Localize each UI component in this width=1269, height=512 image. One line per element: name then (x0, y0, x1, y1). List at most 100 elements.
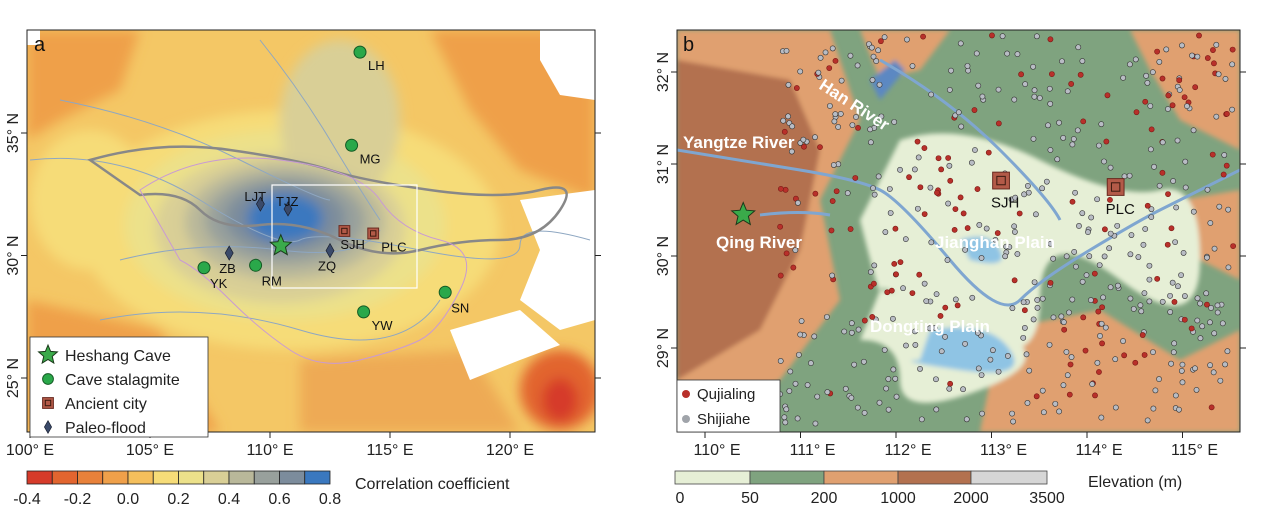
shijiahe-site-dot (1192, 365, 1198, 372)
shijiahe-site-dot (855, 326, 862, 333)
shijiahe-site-dot (1225, 264, 1232, 271)
colorbar-tick-label: 1000 (880, 490, 916, 507)
shijiahe-site-dot (1047, 147, 1054, 153)
shijiahe-site-dot (1175, 283, 1181, 290)
shijiahe-site-dot (1009, 410, 1015, 417)
qujialing-site-dot (1141, 352, 1148, 358)
shijiahe-site-dot (1031, 93, 1038, 100)
shijiahe-site-dot (1127, 61, 1133, 68)
lat-tick-label: 29° N (655, 328, 672, 368)
qujialing-site-dot (828, 227, 835, 234)
qujialing-site-dot (1016, 210, 1023, 217)
shijiahe-site-dot (822, 49, 829, 56)
shijiahe-site-dot (979, 93, 986, 100)
ancient-city-marker-inner (1110, 182, 1121, 192)
shijiahe-site-dot (1197, 335, 1204, 342)
paleo-flood-marker (255, 196, 265, 212)
shijiahe-site-dot (974, 329, 981, 336)
qujialing-site-dot (832, 57, 839, 64)
qujialing-site-dot (937, 313, 944, 319)
qujialing-site-dot (777, 272, 784, 279)
lon-tick-label: 115° E (1171, 442, 1218, 459)
shijiahe-site-dot (1184, 103, 1190, 110)
stalagmite-marker (357, 305, 371, 319)
shijiahe-site-dot (1046, 85, 1053, 92)
shijiahe-site-dot (1031, 279, 1038, 286)
colorbar-tick-label: 50 (741, 490, 759, 507)
qujialing-site-dot (1176, 77, 1183, 84)
shijiahe-site-dot (1101, 253, 1108, 260)
shijiahe-site-dot (881, 34, 888, 41)
shijiahe-site-dot (1127, 295, 1134, 302)
shijiahe-site-dot (946, 86, 953, 93)
shijiahe-site-dot (1167, 309, 1174, 315)
qujialing-site-dot (1066, 391, 1073, 398)
legend-label: Cave stalagmite (65, 372, 180, 389)
shijiahe-site-dot (897, 166, 903, 173)
shijiahe-site-dot (1193, 387, 1200, 393)
qujialing-site-dot (783, 250, 790, 257)
colorbar-swatch (127, 470, 154, 485)
shijiahe-site-dot (1034, 297, 1041, 303)
heshang-cave-star-icon (269, 233, 293, 256)
site-label-sjh: SJH (991, 195, 1019, 212)
study-area-box (271, 184, 418, 289)
shijiahe-site-dot (1030, 63, 1036, 70)
panel-b-letter: b (683, 34, 694, 56)
shijiahe-site-dot (1170, 349, 1177, 356)
shijiahe-site-dot (838, 77, 845, 84)
shijiahe-site-dot (1079, 58, 1086, 64)
qujialing-site-dot (1080, 314, 1087, 321)
shijiahe-site-dot (933, 376, 939, 383)
shijiahe-site-dot (1106, 245, 1113, 252)
qujialing-site-dot (1223, 162, 1230, 169)
shijiahe-site-dot (792, 247, 799, 254)
qujialing-site-dot (1096, 369, 1102, 375)
shijiahe-site-dot (811, 333, 818, 340)
shijiahe-site-dot (1066, 309, 1072, 316)
shijiahe-site-dot (1127, 251, 1134, 258)
shijiahe-site-dot (1097, 333, 1103, 339)
shijiahe-site-dot (1159, 298, 1166, 305)
qujialing-site-dot (892, 225, 899, 232)
shijiahe-site-dot (1140, 241, 1147, 248)
qujialing-site-dot (1224, 110, 1230, 117)
shijiahe-site-dot (915, 154, 922, 161)
shijiahe-site-dot (958, 123, 965, 130)
qujialing-site-dot (1091, 270, 1098, 277)
shijiahe-site-dot (868, 44, 875, 51)
legend-label: Qujialing (697, 386, 755, 403)
shijiahe-site-dot (804, 382, 811, 388)
shijiahe-site-dot (1068, 354, 1075, 360)
shijiahe-site-dot (835, 124, 842, 130)
shijiahe-site-dot (1052, 400, 1059, 407)
qujialing-site-dot (957, 194, 964, 201)
shijiahe-site-dot (794, 415, 801, 422)
colorbar-correlation: -0.4 -0.2 0.0 0.2 0.4 0.6 0.8 (13, 470, 341, 508)
qujialing-site-dot (938, 166, 945, 173)
colorbar-swatch (304, 470, 331, 485)
shijiahe-site-dot (1194, 317, 1201, 324)
qujialing-site-dot (855, 124, 861, 131)
shijiahe-site-dot (944, 257, 951, 263)
heshang-cave-star-icon (730, 201, 756, 226)
shijiahe-site-dot (1031, 87, 1038, 94)
shijiahe-site-dot (1150, 405, 1157, 412)
shijiahe-site-dot (876, 399, 883, 406)
shijiahe-site-dot (1050, 314, 1057, 321)
legend-dot (682, 415, 690, 423)
site-label-plc: PLC (1106, 201, 1135, 218)
shijiahe-site-dot (1174, 137, 1181, 144)
colorbar-tick-label: 0.8 (319, 491, 341, 507)
shijiahe-site-dot (1064, 372, 1071, 379)
shijiahe-site-dot (1088, 214, 1095, 221)
shijiahe-site-dot (1112, 356, 1119, 363)
shijiahe-site-dot (903, 342, 909, 349)
shijiahe-site-dot (1039, 387, 1046, 394)
shijiahe-site-dot (1115, 282, 1121, 289)
colorbar-tick-label: 0.0 (117, 491, 139, 507)
shijiahe-site-dot (1030, 316, 1037, 323)
qujialing-site-dot (801, 143, 807, 150)
qujialing-site-dot (829, 198, 836, 204)
